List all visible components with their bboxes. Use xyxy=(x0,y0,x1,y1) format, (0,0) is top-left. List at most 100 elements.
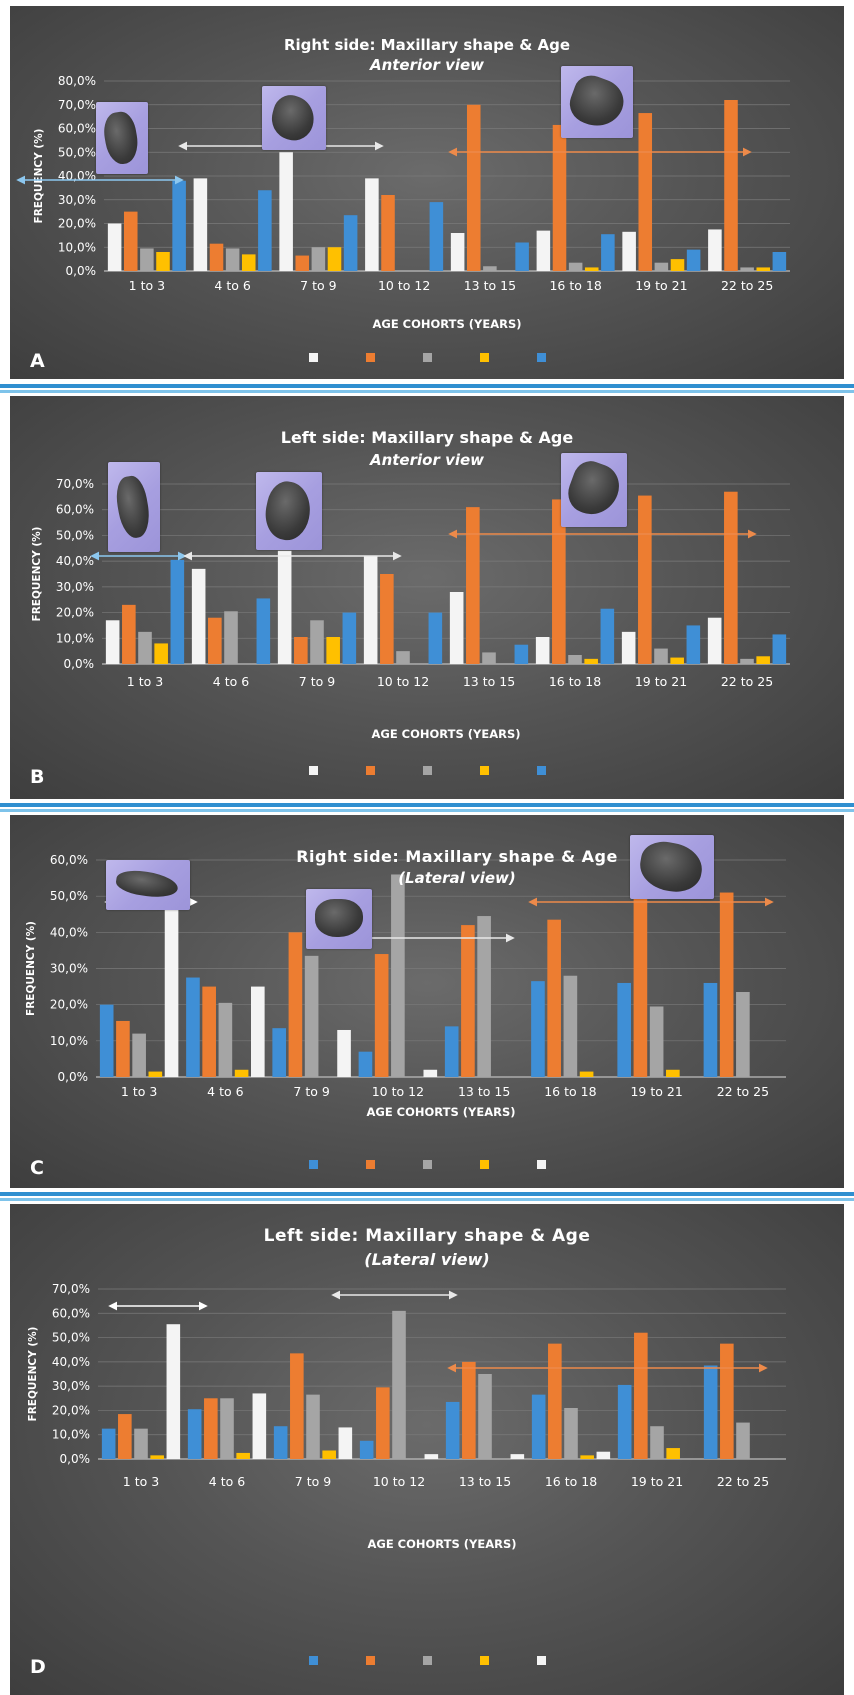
shape-thumbnail xyxy=(106,860,190,910)
y-tick-label: 40,0% xyxy=(56,554,94,568)
bar xyxy=(724,100,738,271)
bar xyxy=(552,499,566,664)
y-tick-label: 10,0% xyxy=(52,1428,90,1442)
bar xyxy=(584,658,598,664)
bar xyxy=(444,1026,459,1077)
chart-b-subtitle: Anterior view xyxy=(369,451,485,469)
y-axis-label: FREQUENCY (%) xyxy=(31,527,43,622)
y-tick-label: 50,0% xyxy=(52,1331,90,1345)
bar xyxy=(101,1428,116,1459)
bar xyxy=(654,648,668,664)
bar xyxy=(359,1440,374,1459)
bar xyxy=(277,550,292,664)
bar xyxy=(295,255,310,271)
panel-label: C xyxy=(30,1157,44,1179)
bar xyxy=(193,178,208,271)
x-tick-label: 13 to 15 xyxy=(463,674,515,689)
bar xyxy=(236,1452,250,1459)
x-tick-label: 4 to 6 xyxy=(213,674,249,689)
bar xyxy=(617,1384,632,1459)
bar xyxy=(707,617,722,664)
bar xyxy=(225,248,240,271)
bar xyxy=(156,252,170,271)
chart-b-legend xyxy=(10,766,844,775)
bar xyxy=(310,620,324,664)
bar xyxy=(445,1401,460,1459)
bar xyxy=(547,919,561,1077)
x-axis-label: AGE COHORTS (YEARS) xyxy=(372,317,521,331)
bar xyxy=(122,604,136,664)
shape-thumbnail xyxy=(561,66,633,138)
bar xyxy=(601,234,615,271)
x-tick-label: 16 to 18 xyxy=(544,1084,596,1099)
bar xyxy=(515,242,529,271)
panel-a: 0,0% 10,0% 20,0% 30,0% 40,0% 50,0% 60,0% 70,0% 8… xyxy=(10,6,844,379)
bar xyxy=(686,625,701,664)
y-tick-label: 30,0% xyxy=(58,193,96,207)
chart-c-title: Right side: Maxillary shape & Age xyxy=(296,847,618,866)
chart-d-legend xyxy=(10,1656,844,1665)
bar xyxy=(374,954,389,1077)
bar xyxy=(552,124,567,271)
bar xyxy=(148,1071,163,1077)
x-tick-label: 22 to 25 xyxy=(721,674,773,689)
y-axis-label: FREQUENCY (%) xyxy=(33,129,45,224)
bar xyxy=(218,1002,233,1077)
y-tick-label: 0,0% xyxy=(60,1452,91,1466)
bar xyxy=(338,1427,353,1459)
bar xyxy=(703,982,718,1077)
y-tick-label: 60,0% xyxy=(58,122,96,136)
bar xyxy=(241,254,256,271)
bar xyxy=(568,655,582,664)
bar xyxy=(224,611,238,664)
bar xyxy=(423,1069,438,1077)
x-tick-label: 19 to 21 xyxy=(631,1474,683,1489)
bar xyxy=(304,955,319,1077)
y-tick-label: 80,0% xyxy=(58,74,96,88)
bar xyxy=(703,1365,718,1459)
bar xyxy=(650,1426,664,1459)
bar xyxy=(449,592,464,664)
bar xyxy=(154,643,168,664)
x-tick-label: 16 to 18 xyxy=(549,674,601,689)
y-tick-label: 30,0% xyxy=(50,962,88,976)
shape-thumbnail xyxy=(108,462,160,552)
bar xyxy=(772,634,787,664)
bar xyxy=(670,657,684,664)
bar xyxy=(461,925,475,1077)
bar xyxy=(204,1398,218,1459)
x-tick-label: 22 to 25 xyxy=(717,1474,769,1489)
panel-b: 0,0% 10,0% 20,0% 30,0% 40,0% 50,0% 60,0% 70,0% F… xyxy=(10,396,844,799)
bar xyxy=(708,229,722,271)
bar xyxy=(466,507,480,664)
bar xyxy=(736,1422,750,1459)
bar xyxy=(186,977,200,1077)
y-tick-label: 60,0% xyxy=(50,853,88,867)
bar xyxy=(118,1414,132,1459)
shape-thumbnail xyxy=(96,102,148,174)
bar xyxy=(396,651,410,664)
bar xyxy=(250,986,265,1077)
separator xyxy=(0,382,854,395)
y-tick-label: 40,0% xyxy=(50,925,88,939)
bar xyxy=(392,1310,406,1459)
bar xyxy=(288,932,303,1077)
bar xyxy=(719,892,734,1077)
x-tick-label: 7 to 9 xyxy=(295,1474,331,1489)
bar xyxy=(116,1020,130,1077)
bar xyxy=(483,266,497,271)
bar xyxy=(638,495,652,664)
bar xyxy=(326,637,340,664)
bar xyxy=(466,104,481,271)
bar xyxy=(365,178,379,271)
bar xyxy=(633,885,648,1077)
bar xyxy=(580,1455,594,1459)
bar xyxy=(306,1394,320,1459)
x-tick-label: 1 to 3 xyxy=(123,1474,159,1489)
x-tick-label: 16 to 18 xyxy=(549,278,601,293)
bar xyxy=(478,1374,492,1459)
panel-label: A xyxy=(30,350,45,372)
bar xyxy=(477,916,491,1077)
chart-d-title: Left side: Maxillary shape & Age xyxy=(263,1226,591,1246)
y-tick-label: 60,0% xyxy=(56,503,94,517)
